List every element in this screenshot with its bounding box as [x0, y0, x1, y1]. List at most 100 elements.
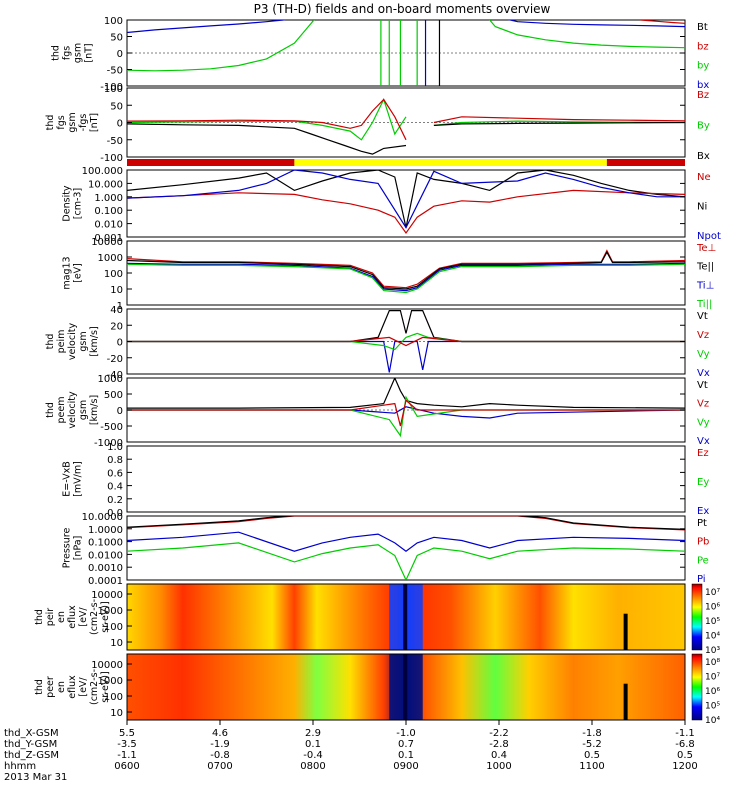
series-line-Bx	[127, 123, 407, 155]
colorbar-tick-label: 10⁶	[705, 687, 720, 697]
ytick-label: -100	[100, 153, 123, 164]
legend-entry-Pe: Pe	[697, 555, 709, 566]
xtick-label: -2.8	[489, 739, 509, 750]
legend-entry-Vz: Vz	[697, 399, 709, 410]
xtick-label: 1200	[672, 761, 697, 772]
ylabel: thdfgsgsm-fgs[nT]	[45, 112, 100, 132]
plot-area	[127, 378, 685, 438]
ylabel: thdpeireneflux[eV/(cm2-s-sr-eV)]	[34, 599, 111, 635]
spectrogram-dropout	[403, 584, 408, 650]
ytick-label: 1000	[98, 374, 123, 385]
legend-entry-Ne: Ne	[697, 172, 711, 183]
ylabel-line: thd	[51, 45, 62, 61]
series-line-Vx	[127, 406, 685, 419]
ytick-label: 1000	[98, 253, 123, 264]
ylabel-line: gsm	[78, 400, 89, 420]
panel-temp: 10000 1000 100 10 1 Te⊥ Te|| Ti⊥ Ti|| mag13[eV]	[62, 237, 717, 312]
series-line-Vy	[127, 395, 685, 438]
plot-area	[127, 170, 685, 235]
ylabel-line: [eV]	[73, 263, 84, 283]
ytick-label: 0.2	[107, 495, 123, 506]
ylabel-line: eflux	[67, 675, 78, 699]
ylabel-line: -fgs	[78, 114, 89, 132]
colorbar	[691, 583, 703, 651]
ylabel-line: [km/s]	[89, 326, 100, 356]
mode-segment	[294, 159, 607, 166]
xtick-label: -1.1	[117, 750, 137, 761]
legend-entry-Vy: Vy	[697, 417, 710, 428]
ylabel-line: Density	[62, 185, 73, 221]
ytick-label: 0.1000	[88, 538, 123, 549]
legend-entry-Vt: Vt	[697, 311, 708, 322]
series-line-by	[127, 20, 315, 72]
series-line-Bz	[127, 98, 407, 141]
ylabel: E=-VxB[mV/m]	[62, 461, 84, 497]
series-line-Ti⊥	[127, 262, 685, 292]
xtick-label: 2.9	[305, 728, 321, 739]
ytick-label: 10.0000	[82, 512, 123, 523]
ytick-label: 10	[110, 285, 123, 296]
ytick-label: 1000	[98, 676, 123, 687]
ytick-label: 100	[104, 16, 123, 27]
colorbar-tick-label: 10⁴	[705, 632, 720, 642]
ylabel-line: (cm2-s-	[89, 599, 100, 635]
legend-entry-Bx: Bx	[697, 151, 710, 162]
panel-efield: 1.0 0.8 0.6 0.4 0.2 0.0 Ez Ey Ex E=-VxB[mV/m]	[62, 442, 710, 519]
colorbar-tick-label: 10⁷	[705, 673, 720, 683]
xtick-label: 0.7	[398, 739, 414, 750]
xtick-label: -2.2	[489, 728, 509, 739]
series-line-Vt	[127, 378, 685, 409]
ytick-label: 100	[104, 84, 123, 95]
ytick-label: 0	[117, 406, 123, 417]
ylabel-line: sr-eV)]	[100, 601, 111, 632]
legend-entry-Vz: Vz	[697, 330, 709, 341]
ytick-label: 0.0010	[88, 563, 123, 574]
ylabel-line: peem	[56, 397, 67, 424]
colorbar-tick-label: 10⁸	[705, 658, 720, 668]
legend-entry-Te||: Te||	[696, 262, 714, 273]
colorbar-tick-label: 10⁴	[705, 716, 720, 726]
plot-area	[127, 516, 685, 580]
ytick-label: 10.000	[88, 179, 123, 190]
date-label: 2013 Mar 31	[4, 772, 67, 783]
legend-entry-bx: bx	[697, 80, 709, 91]
series-line-Vz	[127, 399, 685, 427]
data-gap	[623, 613, 628, 650]
series-line-Ne	[127, 189, 685, 235]
ylabel-line: [mV/m]	[73, 461, 84, 497]
ylabel-line: sr-eV)]	[100, 671, 111, 702]
ylabel-line: peir	[45, 608, 56, 627]
ytick-label: 0.0100	[88, 550, 123, 561]
xtick-label: -0.4	[303, 750, 323, 761]
legend-entry-Vy: Vy	[697, 349, 710, 360]
ylabel: thdpeemvelocitygsm[km/s]	[45, 391, 100, 429]
xtick-label: -5.2	[582, 739, 602, 750]
ylabel-line: gsm	[73, 43, 84, 63]
ylabel-line: eflux	[67, 605, 78, 629]
xtick-label: 1100	[579, 761, 604, 772]
ylabel-line: gsm	[78, 331, 89, 351]
colorbar-tick-label: 10³	[705, 646, 720, 656]
spectrogram-dropout	[403, 654, 408, 720]
ytick-label: 1.0	[107, 442, 123, 453]
series-line-Pt	[127, 516, 685, 530]
ytick-label: -500	[100, 422, 123, 433]
ytick-label: 1	[117, 301, 123, 312]
ylabel-line: fgs	[56, 115, 67, 129]
ylabel-line: thd	[45, 334, 56, 350]
legend-entry-Ni: Ni	[697, 202, 707, 213]
panel-pressure: 10.0000 1.0000 0.10000.0100 0.0010 0.0001 Pt P…	[62, 512, 710, 587]
panel-fgs: 100 50 0 -50 -100 Bt bz by bx thdfgsgsm[nT]	[51, 16, 710, 93]
figure-title: P3 (TH-D) fields and on-board moments ov…	[254, 2, 551, 16]
xaxis-row-label: hhmm	[4, 761, 36, 772]
colorbar-tick-label: 10⁶	[705, 603, 720, 613]
mode-segment	[127, 159, 295, 166]
ytick-label: 10	[110, 638, 123, 649]
series-line-Bz	[433, 116, 685, 124]
ylabel-line: thd	[34, 679, 45, 695]
xtick-label: -1.8	[582, 728, 602, 739]
ylabel-line: [eV/	[78, 677, 89, 697]
ytick-label: 0	[117, 338, 123, 349]
series-line-Te⊥	[127, 249, 685, 289]
